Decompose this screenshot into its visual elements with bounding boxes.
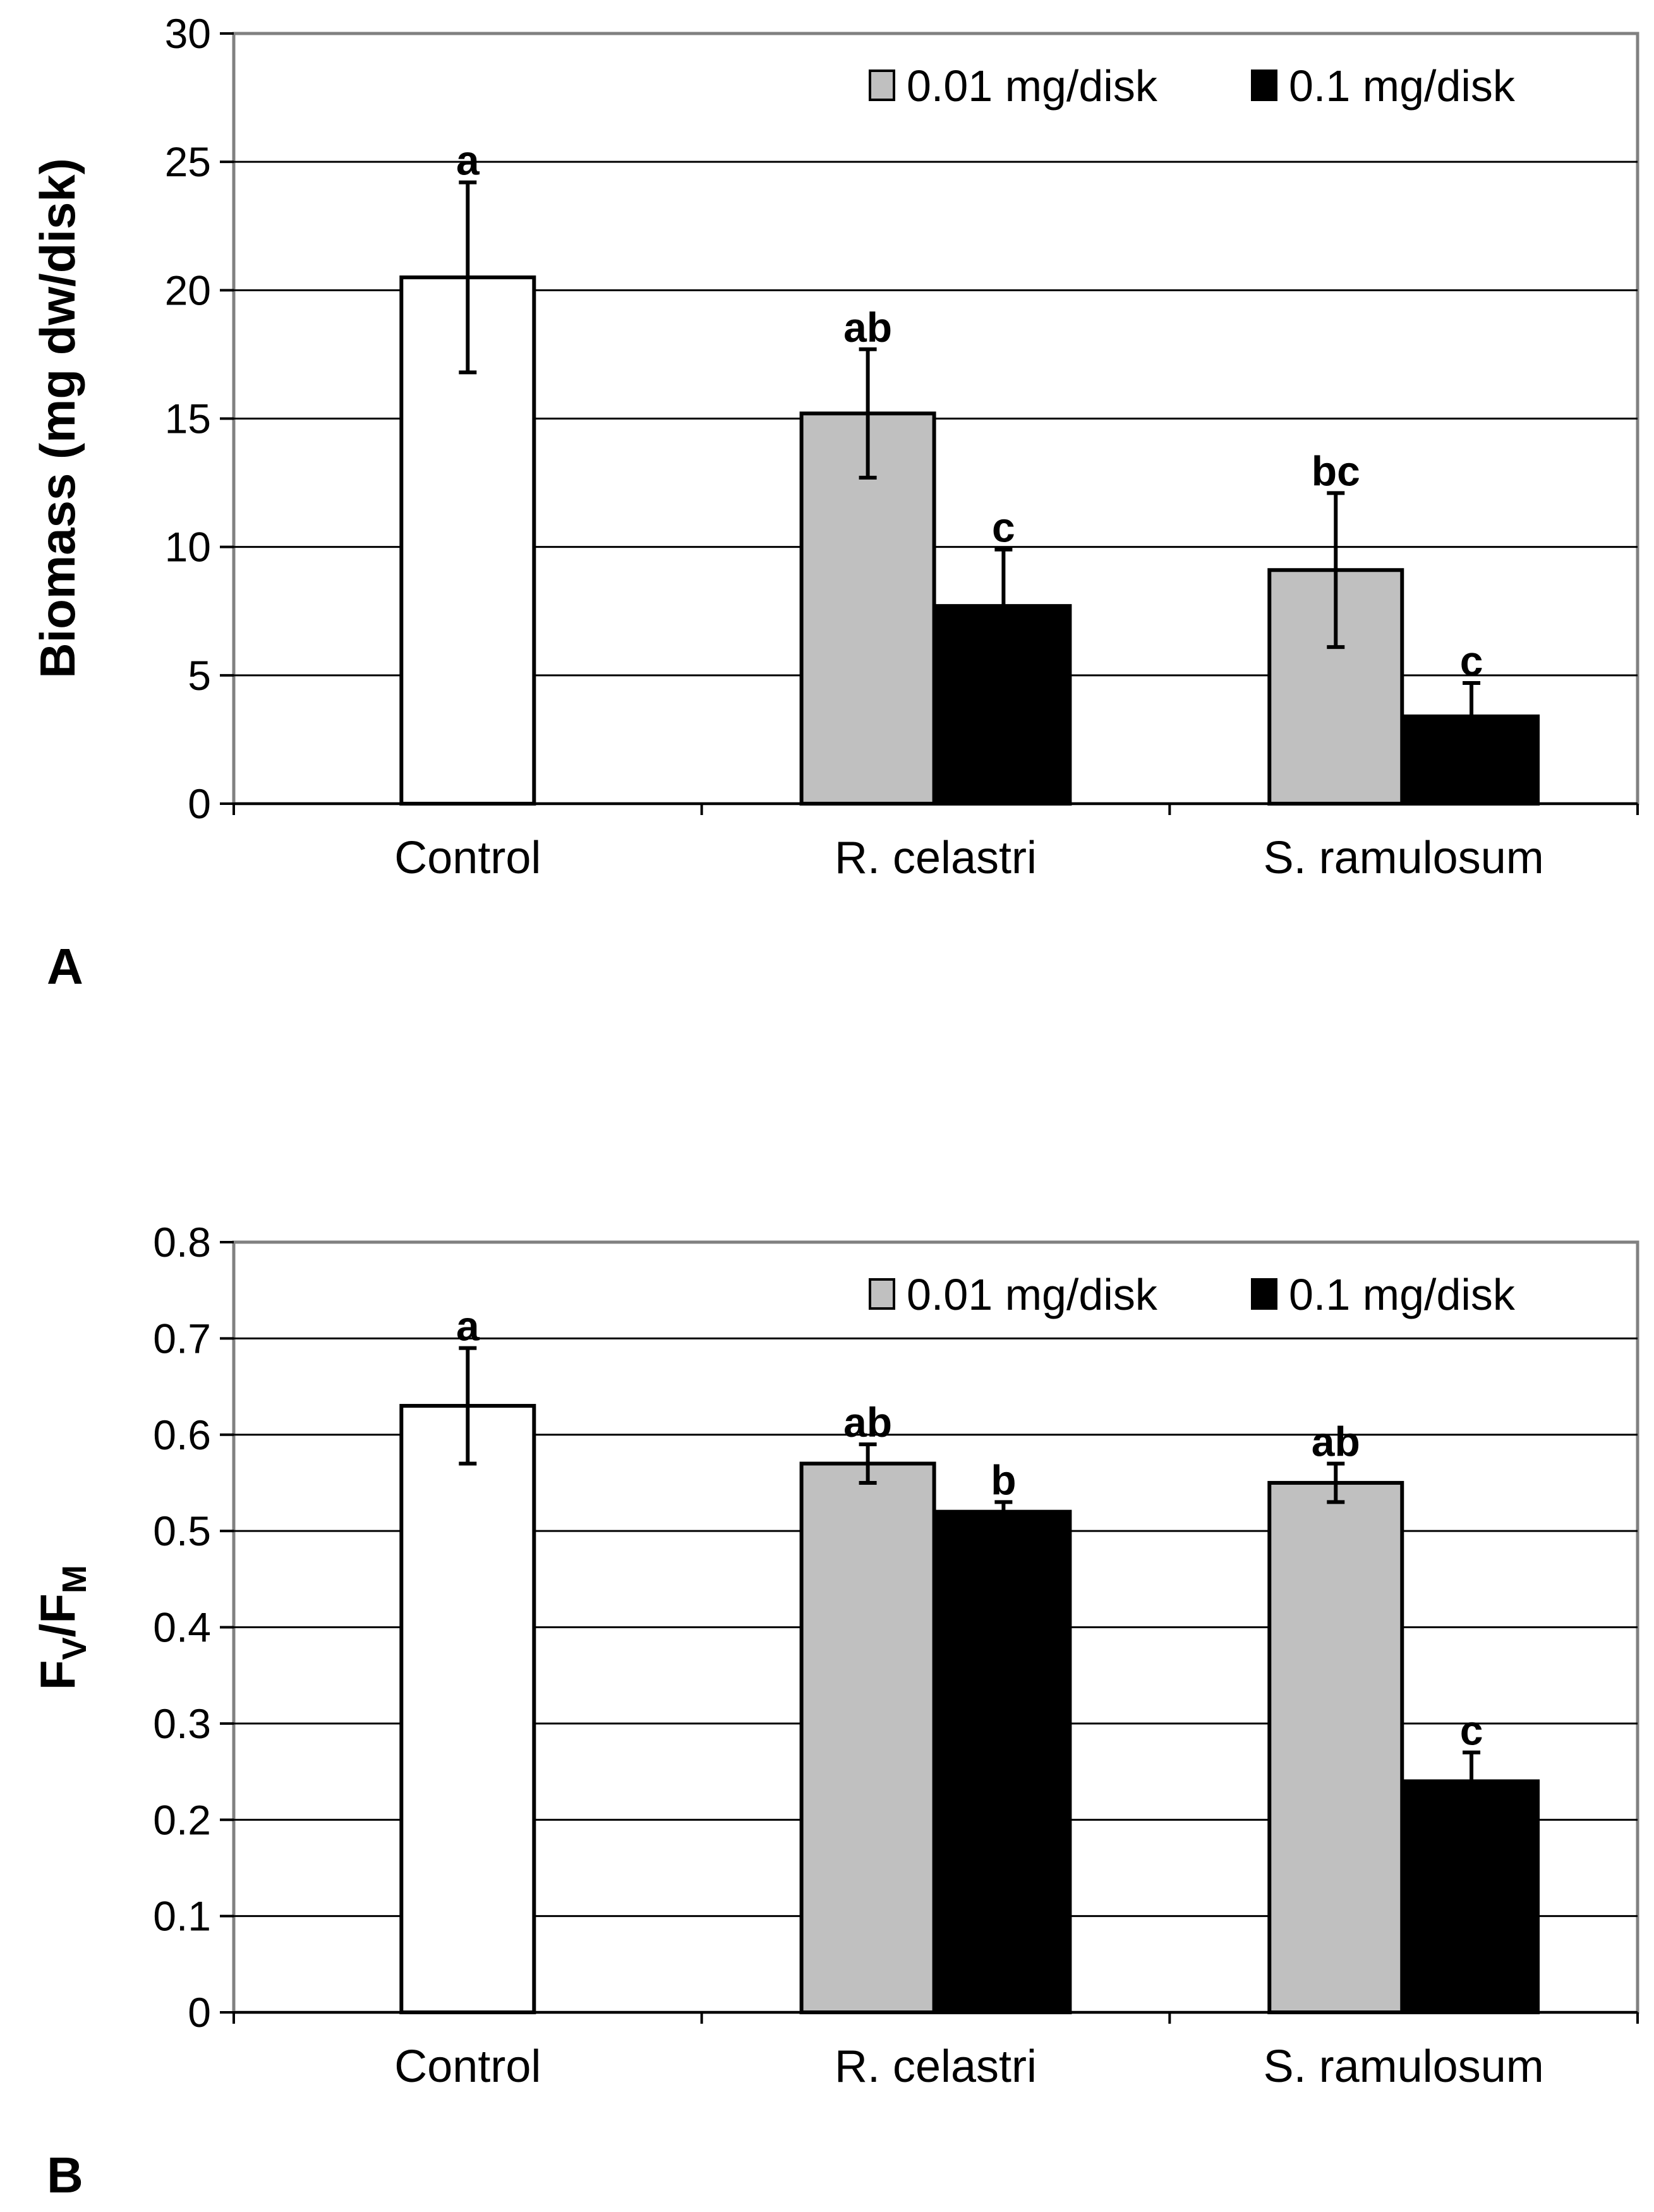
bar (799, 1461, 936, 2014)
y-tick-label: 5 (188, 652, 211, 699)
legend-label-low-dose: 0.01 mg/disk (907, 61, 1158, 111)
panel-b-letter: B (47, 2147, 83, 2203)
y-tick-label: 0 (188, 780, 211, 827)
panel-a-chart: 0 5 10 15 20 25 30 Control R. celastri S. ramulo… (30, 10, 1639, 994)
y-tick-label: 0.6 (153, 1411, 211, 1458)
x-category-label: S. ramulosum (1264, 2041, 1544, 2092)
y-tick-label: 0.4 (153, 1604, 211, 1651)
y-tick-label: 0.3 (153, 1700, 211, 1747)
bar (1267, 1480, 1404, 2014)
significance-label: a (456, 1303, 480, 1350)
y-tick-label: 20 (165, 267, 211, 313)
y-tick-label: 25 (165, 138, 211, 185)
x-category-label: Control (394, 833, 541, 883)
panel-b-x-axis: Control R. celastri S. ramulosum (232, 2011, 1639, 2092)
panel-a-y-axis-title: Biomass (mg dw/disk) (30, 158, 85, 679)
x-category-label: R. celastri (835, 833, 1037, 883)
y-tick-label: 10 (165, 524, 211, 571)
panel-a-bars: a ab bc c c (399, 137, 1540, 806)
panel-a-y-ticks: 0 5 10 15 20 25 30 (165, 10, 234, 827)
significance-label: ab (843, 1399, 892, 1446)
y-title-slash-f: /F (30, 1593, 85, 1637)
y-tick-label: 0.5 (153, 1508, 211, 1554)
bar (399, 1404, 536, 2015)
significance-label: ab (1312, 1418, 1360, 1465)
panel-a-legend: 0.01 mg/disk 0.1 mg/disk (869, 61, 1516, 111)
significance-label: b (991, 1456, 1016, 1503)
bar (1267, 568, 1404, 806)
legend-label-high-dose: 0.1 mg/disk (1289, 61, 1516, 111)
y-title-sub-v: V (56, 1637, 94, 1660)
panel-a-letter: A (47, 938, 83, 994)
significance-label: a (456, 137, 480, 184)
y-title-f: F (30, 1660, 85, 1690)
legend-swatch-high-dose (1251, 1278, 1277, 1310)
legend-swatch-high-dose (1251, 70, 1277, 101)
y-tick-label: 15 (165, 396, 211, 442)
legend-label-low-dose: 0.01 mg/disk (907, 1270, 1158, 1319)
y-tick-label: 0.7 (153, 1315, 211, 1362)
significance-label: c (1460, 1707, 1483, 1754)
panel-b-y-ticks: 0 0.1 0.2 0.3 0.4 0.5 0.6 0.7 0.8 (153, 1219, 234, 2036)
x-category-label: Control (394, 2041, 541, 2092)
significance-label: c (992, 504, 1015, 551)
y-tick-label: 30 (165, 10, 211, 57)
panel-b-bars: a ab ab b c (399, 1303, 1540, 2015)
bar (935, 1509, 1072, 2014)
x-category-label: R. celastri (835, 2041, 1037, 2092)
significance-label: ab (843, 304, 892, 351)
significance-label: bc (1312, 447, 1360, 494)
y-tick-label: 0.2 (153, 1796, 211, 1843)
significance-label: c (1460, 638, 1483, 684)
y-tick-label: 0.1 (153, 1893, 211, 1940)
bar (1403, 1779, 1540, 2015)
legend-label-high-dose: 0.1 mg/disk (1289, 1270, 1516, 1319)
y-tick-label: 0.8 (153, 1219, 211, 1266)
y-title-sub-m: M (56, 1565, 94, 1593)
y-tick-label: 0 (188, 1989, 211, 2036)
legend-swatch-low-dose (869, 1278, 895, 1310)
panel-b-legend: 0.01 mg/disk 0.1 mg/disk (869, 1270, 1516, 1319)
panel-b-chart: 0 0.1 0.2 0.3 0.4 0.5 0.6 0.7 0.8 Control R. cela… (30, 1219, 1639, 2203)
x-category-label: S. ramulosum (1264, 833, 1544, 883)
panel-a-x-axis: Control R. celastri S. ramulosum (232, 802, 1639, 883)
bar (935, 604, 1072, 806)
legend-swatch-low-dose (869, 70, 895, 101)
panel-b-y-axis-title: FV/FM (30, 1565, 94, 1690)
